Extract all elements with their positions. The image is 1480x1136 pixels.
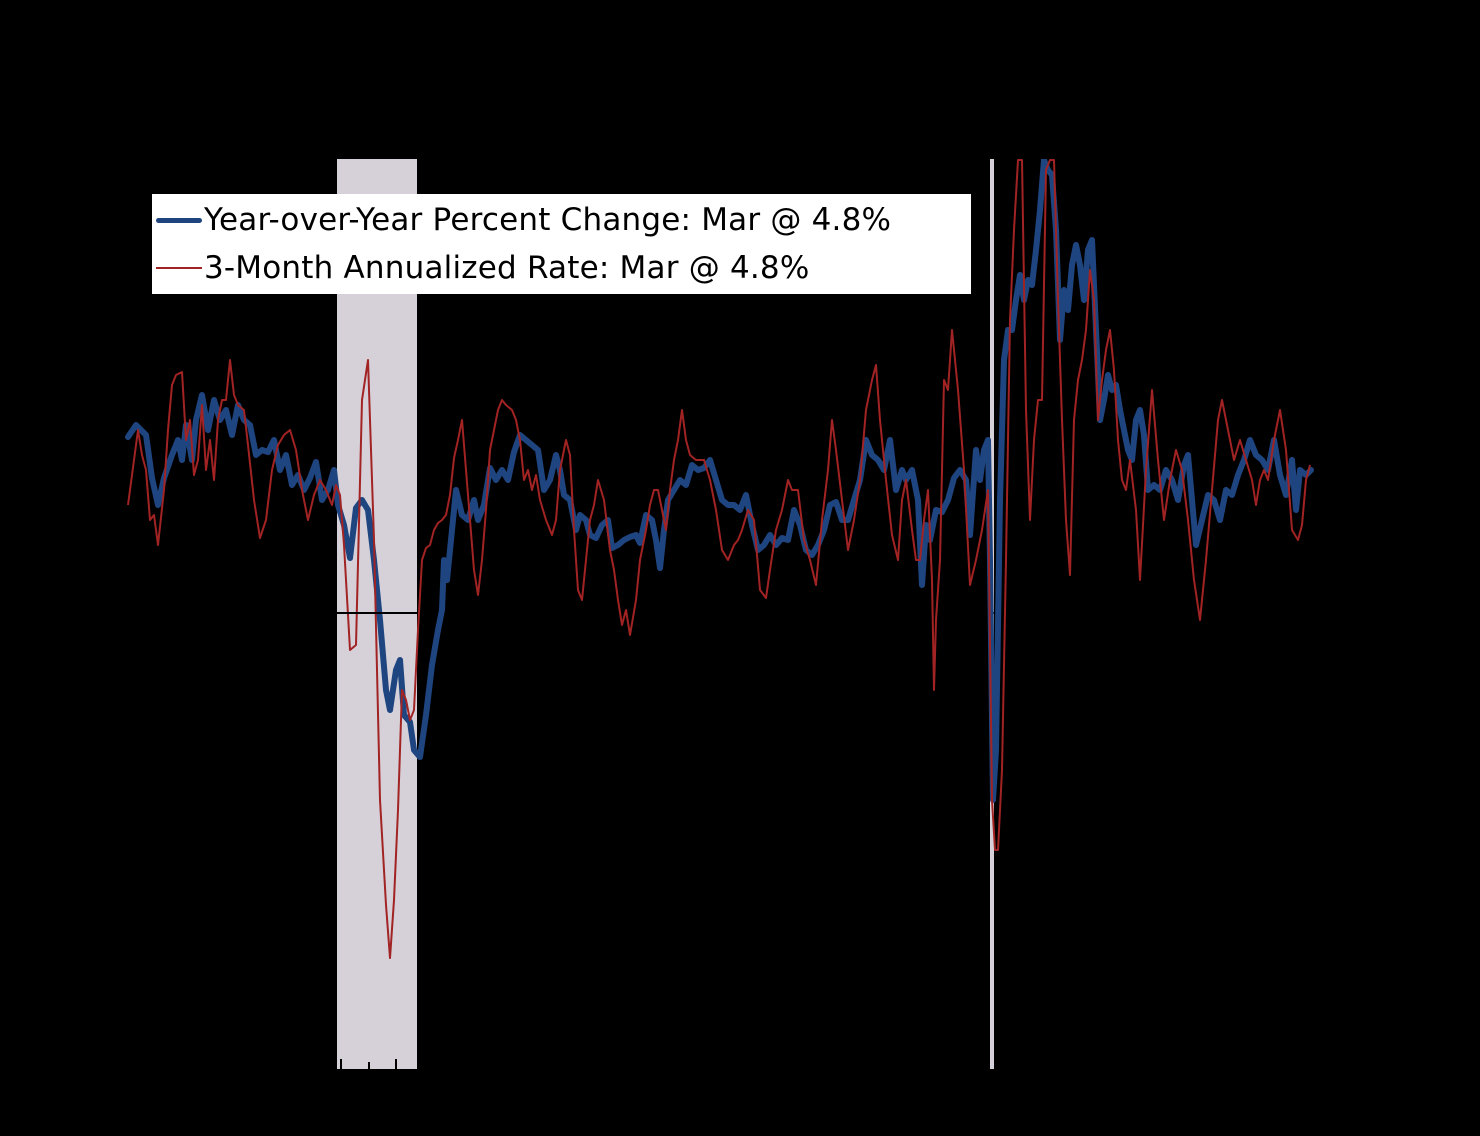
legend-label-3m-annualized: 3-Month Annualized Rate: Mar @ 4.8% — [204, 250, 810, 286]
thin-red-line-icon — [156, 267, 202, 269]
legend-label-yoy: Year-over-Year Percent Change: Mar @ 4.8… — [204, 202, 892, 238]
legend-item-3m-annualized: 3-Month Annualized Rate: Mar @ 4.8% — [152, 244, 810, 292]
legend-item-yoy: Year-over-Year Percent Change: Mar @ 4.8… — [152, 196, 891, 244]
thick-blue-line-icon — [156, 217, 202, 223]
chart-legend: Year-over-Year Percent Change: Mar @ 4.8… — [152, 194, 971, 294]
x-axis-ticks — [340, 1059, 397, 1069]
series-3m-annualized-line — [127, 159, 1311, 959]
